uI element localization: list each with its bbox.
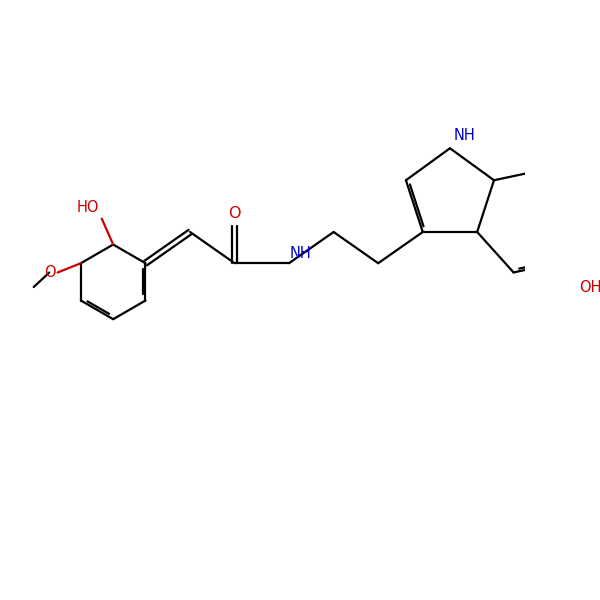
Text: HO: HO (77, 200, 99, 215)
Text: O: O (44, 265, 55, 280)
Text: NH: NH (454, 128, 476, 143)
Text: O: O (229, 206, 241, 221)
Text: NH: NH (290, 245, 312, 260)
Text: OH: OH (579, 280, 600, 295)
